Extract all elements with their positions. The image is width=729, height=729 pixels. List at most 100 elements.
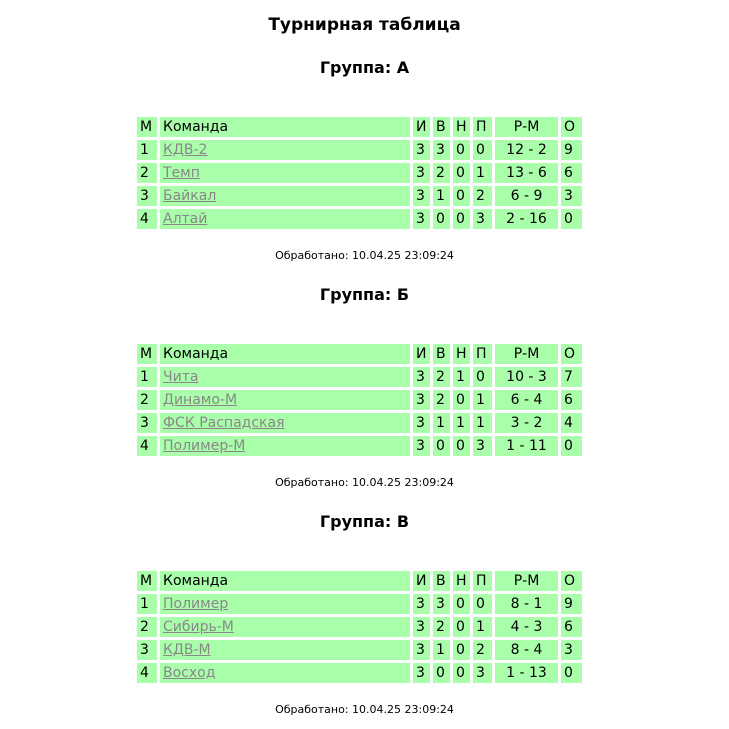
- cell-played: 3: [413, 594, 430, 614]
- header-draw: Н: [453, 344, 470, 364]
- cell-team: Алтай: [160, 209, 410, 229]
- cell-played: 3: [413, 663, 430, 683]
- cell-draw: 1: [453, 367, 470, 387]
- cell-played: 3: [413, 209, 430, 229]
- standings-table: М Команда И В Н П Р-М О 1 КДВ-2 3 3 0 0 12 - 2 9 2 Темп 3 2…: [134, 114, 585, 232]
- cell-pos: 3: [137, 186, 157, 206]
- cell-team: КДВ-М: [160, 640, 410, 660]
- cell-goals: 2 - 16: [495, 209, 558, 229]
- cell-team: Полимер: [160, 594, 410, 614]
- cell-draw: 0: [453, 436, 470, 456]
- cell-lost: 2: [473, 186, 492, 206]
- team-link[interactable]: Чита: [163, 369, 199, 385]
- cell-pos: 4: [137, 436, 157, 456]
- team-link[interactable]: Темп: [163, 165, 200, 181]
- header-played: И: [413, 344, 430, 364]
- cell-points: 0: [561, 663, 582, 683]
- group-title: Группа: А: [319, 58, 410, 77]
- processed-timestamp: Обработано: 10.04.25 23:09:24: [275, 703, 454, 716]
- cell-team: ФСК Распадская: [160, 413, 410, 433]
- header-points: О: [561, 571, 582, 591]
- header-won: В: [433, 571, 450, 591]
- cell-points: 9: [561, 140, 582, 160]
- cell-points: 9: [561, 594, 582, 614]
- cell-lost: 0: [473, 594, 492, 614]
- cell-won: 2: [433, 163, 450, 183]
- header-points: О: [561, 344, 582, 364]
- cell-won: 3: [433, 594, 450, 614]
- cell-lost: 1: [473, 390, 492, 410]
- header-lost: П: [473, 344, 492, 364]
- cell-lost: 1: [473, 617, 492, 637]
- cell-pos: 2: [137, 617, 157, 637]
- table-header-row: М Команда И В Н П Р-М О: [137, 344, 582, 364]
- cell-draw: 1: [453, 413, 470, 433]
- header-lost: П: [473, 571, 492, 591]
- group-title: Группа: Б: [319, 285, 410, 304]
- cell-played: 3: [413, 390, 430, 410]
- cell-pos: 4: [137, 209, 157, 229]
- cell-won: 1: [433, 186, 450, 206]
- cell-draw: 0: [453, 390, 470, 410]
- cell-lost: 0: [473, 140, 492, 160]
- cell-draw: 0: [453, 186, 470, 206]
- cell-points: 6: [561, 390, 582, 410]
- cell-draw: 0: [453, 594, 470, 614]
- cell-team: Байкал: [160, 186, 410, 206]
- processed-timestamp: Обработано: 10.04.25 23:09:24: [275, 476, 454, 489]
- cell-played: 3: [413, 436, 430, 456]
- cell-pos: 3: [137, 413, 157, 433]
- cell-won: 1: [433, 640, 450, 660]
- cell-team: Чита: [160, 367, 410, 387]
- cell-won: 2: [433, 367, 450, 387]
- team-link[interactable]: Сибирь-М: [163, 619, 234, 635]
- cell-goals: 10 - 3: [495, 367, 558, 387]
- team-link[interactable]: Полимер: [163, 596, 229, 612]
- cell-won: 3: [433, 140, 450, 160]
- team-link[interactable]: Байкал: [163, 188, 217, 204]
- cell-pos: 2: [137, 163, 157, 183]
- cell-points: 3: [561, 186, 582, 206]
- cell-lost: 1: [473, 163, 492, 183]
- team-link[interactable]: КДВ-М: [163, 642, 211, 658]
- cell-goals: 12 - 2: [495, 140, 558, 160]
- team-link[interactable]: Динамо-М: [163, 392, 238, 408]
- table-header-row: М Команда И В Н П Р-М О: [137, 117, 582, 137]
- cell-lost: 3: [473, 663, 492, 683]
- header-team: Команда: [160, 571, 410, 591]
- cell-goals: 6 - 4: [495, 390, 558, 410]
- header-goals: Р-М: [495, 117, 558, 137]
- team-link[interactable]: Полимер-М: [163, 438, 246, 454]
- cell-team: Динамо-М: [160, 390, 410, 410]
- cell-team: Полимер-М: [160, 436, 410, 456]
- cell-played: 3: [413, 163, 430, 183]
- team-link[interactable]: КДВ-2: [163, 142, 208, 158]
- team-link[interactable]: ФСК Распадская: [163, 415, 285, 431]
- cell-draw: 0: [453, 163, 470, 183]
- cell-points: 0: [561, 209, 582, 229]
- team-link[interactable]: Алтай: [163, 211, 208, 227]
- page-title: Турнирная таблица: [268, 15, 461, 35]
- header-draw: Н: [453, 571, 470, 591]
- cell-played: 3: [413, 640, 430, 660]
- cell-pos: 2: [137, 390, 157, 410]
- header-pos: М: [137, 571, 157, 591]
- cell-goals: 1 - 11: [495, 436, 558, 456]
- cell-pos: 1: [137, 140, 157, 160]
- cell-points: 6: [561, 617, 582, 637]
- cell-team: КДВ-2: [160, 140, 410, 160]
- team-link[interactable]: Восход: [163, 665, 216, 681]
- cell-pos: 4: [137, 663, 157, 683]
- cell-goals: 13 - 6: [495, 163, 558, 183]
- cell-won: 0: [433, 436, 450, 456]
- cell-points: 3: [561, 640, 582, 660]
- table-header-row: М Команда И В Н П Р-М О: [137, 571, 582, 591]
- cell-team: Восход: [160, 663, 410, 683]
